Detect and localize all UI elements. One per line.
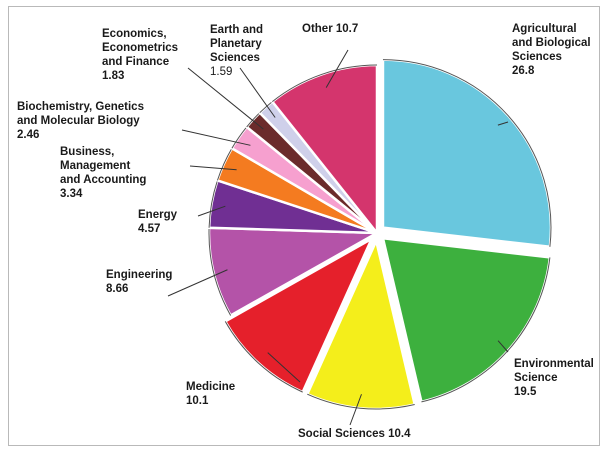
leader-line (497, 340, 509, 353)
pie-slice-edge (208, 180, 218, 228)
label-engineering: Engineering 8.66 (106, 269, 173, 295)
label-energy: Energy 4.57 (138, 209, 177, 235)
leader-lines (167, 49, 509, 426)
leader-line (181, 129, 251, 146)
label-economics-econometrics-finance: Economics, Econometrics and Finance 1.83 (102, 28, 179, 82)
label-earth-planetary-sciences: Earth and Planetary Sciences 1.59 (210, 24, 264, 78)
label-other: Other 10.7 (302, 23, 359, 35)
pie-slice-edge (307, 393, 415, 410)
pie-slice-edge (224, 321, 303, 393)
pie-slice-edge (208, 227, 232, 316)
label-agricultural-biological-sciences: Agricultural and Biological Sciences 26.… (512, 23, 591, 77)
leader-line (497, 121, 509, 126)
leader-line (189, 165, 237, 171)
leader-line (187, 67, 264, 130)
leader-line (239, 67, 276, 118)
label-medicine: Medicine 10.1 (186, 381, 236, 407)
label-social-sciences: Social Sciences 10.4 (298, 428, 411, 440)
pie-slice-edge (272, 64, 378, 102)
leader-line (267, 352, 301, 383)
leader-line (197, 205, 226, 217)
label-business-management-accounting: Business, Management and Accounting 3.34 (60, 146, 147, 200)
pie-slice-edge (382, 59, 552, 247)
pie-slice-agricultural-and-biological-sciences (381, 58, 553, 249)
pie-slices (207, 58, 553, 411)
pie-slice-edge (421, 257, 551, 403)
leader-line (167, 269, 228, 297)
leader-line (349, 394, 362, 426)
label-environmental-science: Environmental Science 19.5 (514, 358, 594, 398)
label-biochemistry-genetics-molecular-biology: Biochemistry, Genetics and Molecular Bio… (17, 101, 144, 141)
leader-line (325, 49, 349, 88)
